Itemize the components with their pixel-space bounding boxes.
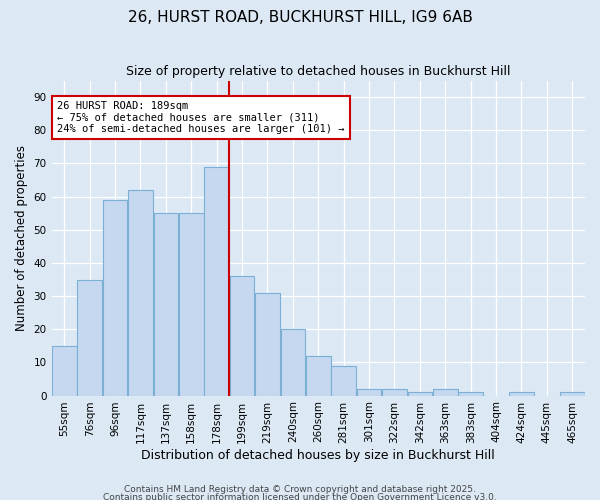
Bar xyxy=(306,356,331,396)
Bar xyxy=(179,213,203,396)
Bar xyxy=(154,213,178,396)
Bar xyxy=(52,346,77,396)
Text: 26, HURST ROAD, BUCKHURST HILL, IG9 6AB: 26, HURST ROAD, BUCKHURST HILL, IG9 6AB xyxy=(128,10,472,25)
Y-axis label: Number of detached properties: Number of detached properties xyxy=(15,145,28,331)
Bar xyxy=(560,392,584,396)
Bar xyxy=(458,392,483,396)
Bar xyxy=(509,392,534,396)
Bar xyxy=(77,280,102,396)
Title: Size of property relative to detached houses in Buckhurst Hill: Size of property relative to detached ho… xyxy=(126,65,511,78)
Bar xyxy=(128,190,153,396)
Bar xyxy=(331,366,356,396)
Text: Contains HM Land Registry data © Crown copyright and database right 2025.: Contains HM Land Registry data © Crown c… xyxy=(124,486,476,494)
Bar xyxy=(205,167,229,396)
Bar xyxy=(230,276,254,396)
Text: 26 HURST ROAD: 189sqm
← 75% of detached houses are smaller (311)
24% of semi-det: 26 HURST ROAD: 189sqm ← 75% of detached … xyxy=(57,101,344,134)
Bar xyxy=(281,330,305,396)
Text: Contains public sector information licensed under the Open Government Licence v3: Contains public sector information licen… xyxy=(103,492,497,500)
Bar xyxy=(255,293,280,396)
Bar xyxy=(407,392,432,396)
Bar xyxy=(103,200,127,396)
Bar xyxy=(357,389,382,396)
Bar xyxy=(382,389,407,396)
Bar xyxy=(433,389,458,396)
X-axis label: Distribution of detached houses by size in Buckhurst Hill: Distribution of detached houses by size … xyxy=(142,450,495,462)
